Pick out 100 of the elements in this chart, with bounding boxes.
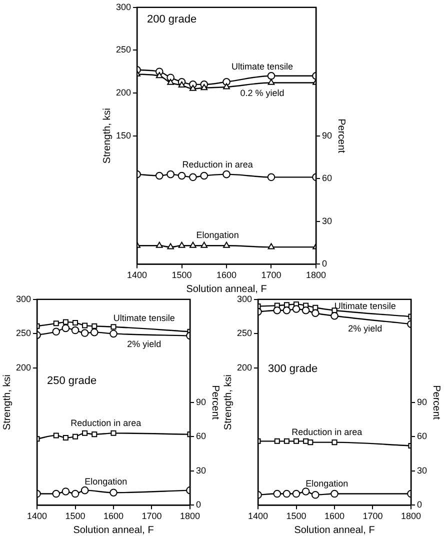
point — [223, 242, 230, 248]
point — [293, 438, 300, 444]
series-label: Reduction in area — [182, 159, 253, 170]
point — [222, 170, 230, 178]
point — [330, 490, 338, 498]
point — [268, 243, 275, 250]
y-tick-label: 200 — [236, 362, 252, 372]
point — [80, 486, 89, 494]
point — [72, 320, 78, 326]
y2-tick-label: 30 — [196, 465, 206, 476]
text: 300 grade — [268, 363, 318, 376]
point — [311, 309, 320, 318]
point — [302, 488, 310, 496]
series-label: 2% yield — [348, 324, 382, 334]
point — [282, 306, 291, 314]
y-tick-label: 150 — [116, 130, 132, 140]
point — [167, 78, 174, 85]
point — [302, 306, 310, 314]
series-label: Elongation — [306, 478, 348, 489]
x-tick-label: 1500 — [286, 511, 306, 522]
point — [53, 320, 59, 326]
y2-tick-label: 60 — [416, 431, 428, 442]
y2-tick-label: 0 — [416, 500, 422, 510]
x-axis-title: Solution anneal, F — [186, 284, 267, 295]
x-tick-label: 1400 — [27, 511, 48, 522]
x-tick-label: 1500 — [172, 270, 192, 280]
y-tick-label: 250 — [116, 44, 132, 55]
x-tick-label: 1700 — [142, 511, 162, 522]
y2-tick-label: 30 — [322, 216, 332, 226]
y2-tick-label: 30 — [416, 465, 428, 476]
y-tick-label: 300 — [236, 294, 252, 304]
point — [274, 438, 280, 444]
y2-tick-label: 90 — [196, 396, 206, 407]
point — [267, 72, 276, 80]
y-tick-label: 200 — [116, 87, 132, 98]
y2-tick-label: 0 — [196, 500, 202, 510]
point — [82, 430, 88, 436]
point — [273, 306, 282, 314]
y-tick-label: 200 — [16, 362, 32, 372]
point — [82, 322, 88, 328]
y2-tick-label: 60 — [322, 173, 332, 184]
point — [178, 172, 186, 180]
point — [110, 324, 116, 330]
point — [110, 430, 116, 436]
x-tick-label: 1800 — [306, 270, 326, 280]
point — [71, 326, 80, 334]
y-axis-title: Strength, ksi — [102, 108, 113, 164]
x-tick-label: 1700 — [362, 511, 383, 522]
point — [200, 84, 208, 90]
y2-axis-title: Percent — [335, 118, 346, 154]
point — [110, 330, 118, 338]
point — [178, 81, 186, 88]
point — [330, 312, 338, 320]
point — [284, 438, 290, 444]
point — [178, 242, 186, 248]
x-tick-label: 1500 — [65, 511, 86, 522]
y-axis-title: Strength, ksi — [222, 374, 234, 430]
point — [52, 490, 60, 498]
series-label: Elongation — [84, 476, 128, 486]
y-tick-label: 300 — [116, 2, 132, 12]
point — [62, 324, 70, 332]
point — [284, 302, 290, 308]
point — [53, 432, 59, 438]
point — [268, 78, 275, 85]
series-label: 0.2 % yield — [240, 88, 284, 98]
series-label: Ultimate tensile — [232, 62, 294, 72]
point — [72, 434, 78, 440]
point — [156, 72, 163, 78]
y2-axis-title: Percent — [209, 385, 220, 420]
point — [273, 490, 282, 498]
point — [52, 328, 60, 336]
y2-axis-title: Percent — [430, 385, 442, 420]
point — [62, 488, 70, 496]
x-tick-label: 1700 — [261, 270, 282, 280]
point — [156, 242, 163, 248]
point — [90, 328, 98, 336]
text: 250 grade — [47, 374, 97, 387]
point — [92, 432, 98, 438]
point — [189, 173, 197, 182]
point — [190, 242, 196, 248]
point — [200, 172, 208, 180]
x-tick-label: 1400 — [127, 270, 148, 280]
x-tick-label: 1600 — [324, 511, 345, 522]
point — [282, 490, 291, 498]
point — [200, 242, 208, 248]
y-axis-title: Strength, ksi — [2, 374, 13, 430]
point — [80, 329, 89, 337]
point — [311, 491, 320, 499]
series-label: Elongation — [196, 230, 239, 240]
point — [166, 170, 174, 178]
y-tick-label: 250 — [236, 328, 252, 338]
point — [110, 488, 118, 497]
y-tick-label: 250 — [16, 328, 32, 338]
point — [267, 173, 276, 182]
series-label: Ultimate tensile — [113, 313, 175, 324]
point — [308, 440, 314, 446]
x-axis-title: Solution anneal, F — [73, 524, 154, 536]
text: 200 grade — [147, 13, 197, 26]
point — [190, 84, 196, 91]
point — [223, 83, 230, 90]
